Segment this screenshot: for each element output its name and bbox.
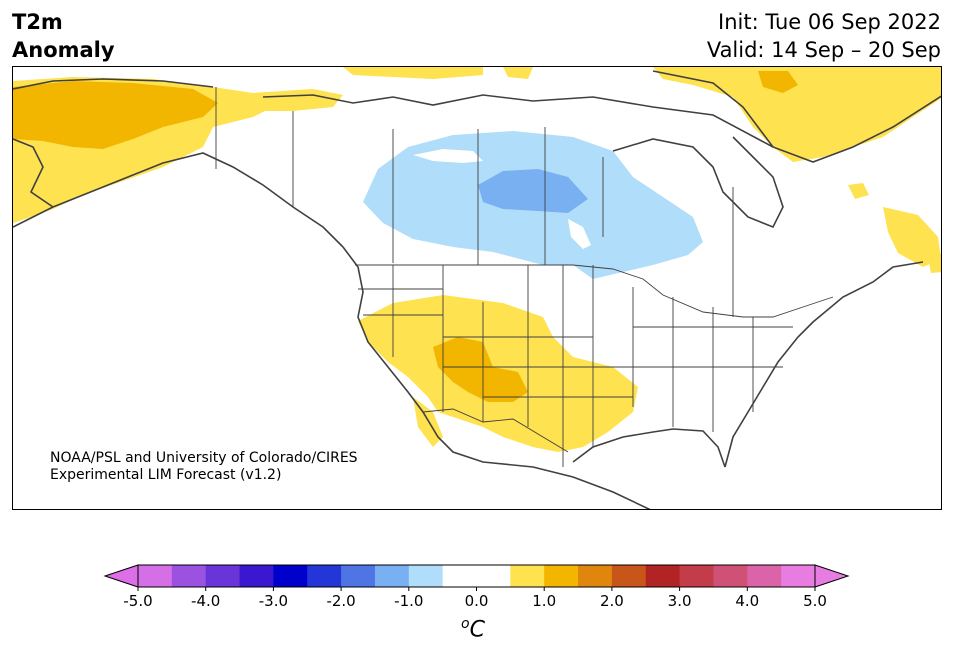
labrador-warm-region xyxy=(883,207,941,267)
temperature-colorbar: -5.0 -4.0 -3.0 -2.0 -1.0 0.0 1.0 2.0 3.0 4.0 5.0 xyxy=(103,564,850,610)
canada-province-borders xyxy=(292,111,734,317)
anomaly-map xyxy=(12,66,942,510)
us-mexico-border xyxy=(422,408,569,453)
colorbar-bin xyxy=(510,565,545,587)
unit-celsius: C xyxy=(469,617,485,643)
cool-anomaly-layer xyxy=(363,131,703,279)
credit-line-1: NOAA/PSL and University of Colorado/CIRE… xyxy=(50,450,358,466)
colorbar-bin xyxy=(307,565,342,587)
colorbar-bin xyxy=(611,565,647,587)
colorbar-under-arrow xyxy=(103,564,139,588)
four-corners-strong-warm-region xyxy=(433,337,528,402)
colorbar-tick-label: 5.0 xyxy=(803,592,827,610)
colorbar-bin xyxy=(578,565,613,587)
colorbar-bin xyxy=(138,565,173,587)
colorbar-bin xyxy=(374,565,410,587)
colorbar-tick-label: -4.0 xyxy=(191,592,220,610)
colorbar-tick-label: 2.0 xyxy=(600,592,624,610)
forecast-dates: Init: Tue 06 Sep 2022 Valid: 14 Sep – 20… xyxy=(707,8,941,64)
colorbar-bin xyxy=(205,565,241,587)
colorbar-bin xyxy=(408,565,444,587)
saskatchewan-strong-cool-region xyxy=(478,169,588,213)
colorbar-bin xyxy=(645,565,681,587)
map-canvas xyxy=(13,67,941,509)
political-borders xyxy=(215,87,834,467)
colorbar-tick-label: 3.0 xyxy=(668,592,692,610)
colorbar-bin xyxy=(442,565,477,587)
atlantic-coastline xyxy=(724,261,924,468)
great-slave-lake xyxy=(413,149,483,163)
colorbar-bin xyxy=(239,565,274,587)
colorbar-tick-label: 0.0 xyxy=(465,592,489,610)
alaska-strong-warm-region xyxy=(13,81,218,149)
arctic-islands-warm-region xyxy=(343,67,483,79)
north-islands-warm-region xyxy=(503,67,533,79)
title-line-2: Anomaly xyxy=(12,38,115,62)
colorbar-over-arrow xyxy=(814,564,850,588)
colorbar-bin xyxy=(747,565,782,587)
title-line-1: T2m xyxy=(12,10,63,34)
colorbar-tick-label: -1.0 xyxy=(394,592,423,610)
unit-degree-symbol: o xyxy=(461,616,470,632)
colorbar-tick-label: 4.0 xyxy=(735,592,759,610)
colorbar-tick-label: -5.0 xyxy=(123,592,152,610)
credit-line-2: Experimental LIM Forecast (v1.2) xyxy=(50,467,282,483)
colorbar-tick-label: -2.0 xyxy=(326,592,355,610)
colorbar-bin xyxy=(171,565,207,587)
colorbar-bin xyxy=(273,565,308,587)
us-state-borders xyxy=(358,265,793,467)
lake-winnipeg xyxy=(568,219,591,249)
map-outlines xyxy=(13,70,941,509)
newfoundland-warm-region xyxy=(928,253,941,273)
colorbar-bin xyxy=(781,565,816,587)
hudson-bay-coastline xyxy=(612,136,784,229)
colorbar-bin xyxy=(476,565,511,587)
colorbar-tick-label: -3.0 xyxy=(259,592,288,610)
colorbar-bin xyxy=(713,565,748,587)
colorbar-bin xyxy=(341,565,376,587)
colorbar-tick-label: 1.0 xyxy=(532,592,556,610)
valid-dates: Valid: 14 Sep – 20 Sep xyxy=(706,38,941,62)
greenland-strong-warm-region xyxy=(758,71,798,93)
greenland-coastline xyxy=(652,70,941,163)
labrador-north-warm-region xyxy=(848,183,869,199)
yukon-warm-region xyxy=(253,89,343,111)
greenland-warm-region xyxy=(653,67,941,162)
alaska-coastline xyxy=(13,78,344,248)
gulf-coastline xyxy=(572,428,726,468)
arctic-coastline xyxy=(262,94,774,148)
forecast-credit: NOAA/PSL and University of Colorado/CIRE… xyxy=(50,450,358,484)
colorbar-bin xyxy=(544,565,579,587)
init-date: Init: Tue 06 Sep 2022 xyxy=(718,10,941,34)
map-title: T2m Anomaly xyxy=(12,8,115,64)
us-canada-border xyxy=(355,264,834,318)
colorbar-unit: oC xyxy=(461,616,485,642)
warm-anomaly-layer xyxy=(13,67,941,452)
colorbar-bin xyxy=(679,565,714,587)
